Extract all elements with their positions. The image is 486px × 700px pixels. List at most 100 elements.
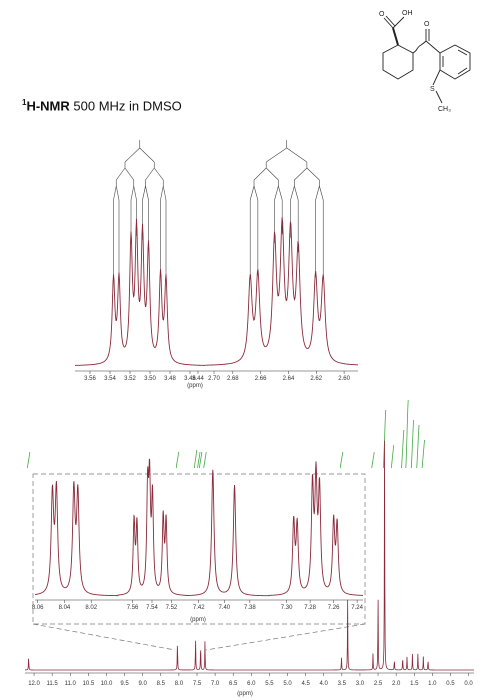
x-tick-label: 7.28 [304,605,316,611]
tree-line [278,185,283,201]
atom-CH3: CH₃ [438,106,451,113]
integral-curve [199,451,203,469]
benzene-ring [439,44,471,80]
x-tick-label: 7.56 [127,605,139,611]
zoom-lines [32,623,366,651]
multiplet-panel-3.50: 3.56 3.54 3.52 3.50 3.48 3.463.44 [74,140,206,382]
spectrum-trace [24,440,474,671]
bond-aryl-S [432,69,441,86]
x-tick-label: 7.54 [146,605,158,611]
x-tick-label: 3.46 [184,376,196,382]
x-tick-label: 9.5 [120,681,129,687]
x-axis-label: (ppm) [237,691,253,697]
x-tick-label: 2.66 [255,376,267,382]
x-tick-label: 2.5 [374,681,383,687]
integral-curve [416,424,420,469]
tree-line [133,185,137,201]
x-tick-label: 12.0 [28,681,40,687]
x-tick-label: 2.62 [310,376,322,382]
cyclohexane-ring [382,44,414,80]
integral-marks [27,399,425,469]
tree-line [294,167,308,181]
tree-line [130,185,135,201]
integral-curve [401,429,405,469]
x-tick-label: 1.5 [410,681,419,687]
x-tick-label: 7.40 [218,605,230,611]
tree-line [253,167,267,181]
x-tick-label: 3.54 [104,376,116,382]
spectrum-trace [34,458,364,597]
tree-line [124,167,134,181]
bond-S-CH3 [435,90,443,104]
bond-ring-to-carboxyl [392,27,399,46]
inset-frame [32,473,366,625]
aromatic-inset: 8.06 8.04 8.02 7.56 7.54 7.52 7.42 7.40 7.38 7.30… [32,458,364,623]
x-tick-label: 10.5 [83,681,95,687]
integral-curve [175,451,180,469]
tree-line [139,147,155,163]
tree-line [290,185,295,201]
x-tick-label: 7.24 [351,605,363,611]
x-tick-label: 3.5 [338,681,347,687]
x-tick-label: 7.30 [281,605,293,611]
x-tick-label: 1.0 [428,681,437,687]
integral-curve [27,451,31,469]
tree-line [113,185,117,201]
x-ticks: 2.68 2.66 2.64 2.62 2.60 2.70 [208,371,351,382]
spectrum-trace [204,217,359,366]
wavy-bond [412,40,427,54]
coupling-tree [113,140,167,280]
x-tick-label: 8.5 [157,681,166,687]
x-tick-label: 7.5 [193,681,202,687]
bond-ketone-to-aryl [425,40,441,54]
tree-line [315,185,320,201]
benzene-double-bond [457,49,468,56]
bond-carboxyl-OH [392,16,405,29]
x-tick-label: 3.52 [124,376,136,382]
x-tick-label: 2.70 [208,376,220,382]
tree-line [266,147,287,163]
atom-S: S [430,86,435,93]
x-tick-label: 0.5 [446,681,455,687]
tree-line [142,185,146,201]
x-tick-label: 11.5 [47,681,59,687]
chemical-structure: O OH O S CH₃ [379,10,471,113]
x-ticks: 12.0 11.5 11.0 10.5 10.0 9.5 9.0 8.5 8.0 7.5 7.0 6.… [28,673,473,687]
title-conditions: 500 MHz in DMSO [69,98,182,114]
integral-curve [410,419,415,469]
tree-line [286,147,308,163]
spectrum-title: 1H-NMR 500 MHz in DMSO [22,98,182,113]
x-tick-label: 8.04 [59,605,71,611]
x-tick-label: 10.0 [101,681,113,687]
x-tick-label: 7.42 [193,605,205,611]
x-tick-label: 8.02 [85,605,97,611]
integral-curve [339,451,344,469]
integral-curve [197,451,201,469]
x-tick-label: 4.0 [320,681,329,687]
x-tick-label: 3.56 [84,376,96,382]
x-tick-label: 2.60 [338,376,350,382]
tree-line [249,185,255,201]
x-tick-label: 3.44 [192,376,204,382]
tree-line [145,185,149,201]
atom-O: O [379,11,385,18]
x-tick-label: 3.48 [164,376,176,382]
tree-line [145,167,155,181]
integral-curve [371,451,375,469]
x-tick-label: 6.5 [229,681,238,687]
x-tick-label: 7.52 [166,605,178,611]
x-tick-label: 0.0 [464,681,473,687]
tree-line [115,185,120,201]
integral-curve [405,399,409,469]
bond-carboxyl-O-double [385,15,396,27]
tree-line [306,167,320,181]
x-tick-label: 7.0 [211,681,220,687]
x-ticks: 8.06 8.04 8.02 7.56 7.54 7.52 7.42 7.40 7.38 7.30… [32,600,364,611]
x-tick-label: 6.0 [247,681,256,687]
x-ticks: 3.56 3.54 3.52 3.50 3.48 3.463.44 [84,371,204,382]
x-tick-label: 4.5 [301,681,310,687]
tree-line [319,185,324,201]
tree-line [274,185,279,201]
coupling-tree [249,140,324,280]
spectrum-trace [74,218,206,366]
